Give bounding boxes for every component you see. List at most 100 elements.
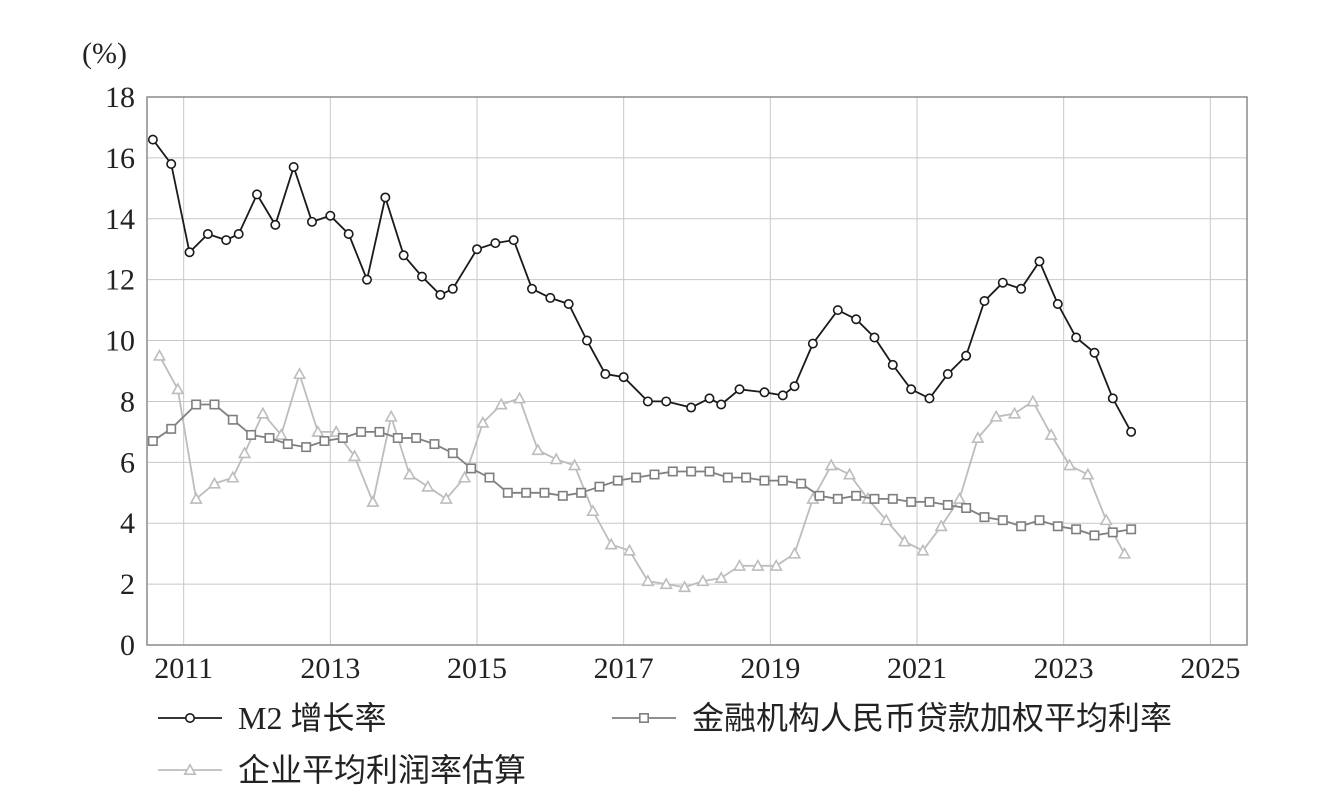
data-point: [282, 439, 293, 450]
data-point: [347, 449, 362, 462]
x-tick-label: 2025: [1180, 652, 1240, 685]
legend-label: M2 增长率: [238, 700, 386, 736]
y-tick-label: 14: [105, 203, 135, 236]
y-axis-unit-label: (%): [82, 37, 127, 70]
data-point: [897, 534, 912, 547]
legend-marker: [183, 763, 197, 776]
data-point: [1016, 283, 1027, 294]
data-point: [1081, 467, 1095, 480]
data-point: [521, 487, 532, 498]
y-tick-label: 10: [105, 325, 135, 358]
data-point: [732, 558, 747, 571]
legend-label: 金融机构人民币贷款加权平均利率: [692, 700, 1172, 736]
legend-marker: [185, 712, 196, 723]
data-point: [777, 390, 788, 401]
data-point: [356, 426, 367, 437]
data-point: [171, 382, 185, 395]
data-point: [1052, 299, 1063, 310]
data-point: [447, 448, 458, 459]
data-point: [716, 399, 727, 410]
data-point: [361, 274, 372, 285]
data-point: [447, 283, 458, 294]
y-tick-label: 8: [120, 385, 135, 418]
data-point: [979, 295, 990, 306]
data-point: [807, 338, 818, 349]
data-point: [759, 387, 770, 398]
data-point: [380, 192, 391, 203]
data-point: [1099, 513, 1113, 526]
x-tick-label: 2015: [447, 652, 507, 685]
data-point: [494, 397, 508, 410]
data-point: [824, 458, 838, 471]
data-point: [934, 519, 948, 532]
y-tick-label: 16: [105, 142, 135, 175]
data-point: [1007, 406, 1022, 419]
data-point: [787, 546, 802, 559]
data-point: [667, 466, 678, 477]
data-point: [1107, 393, 1118, 404]
legend-label: 企业平均利润率估算: [238, 752, 526, 788]
series-square: [147, 399, 1137, 541]
data-point: [207, 476, 222, 489]
data-point: [384, 409, 398, 422]
y-tick-label: 6: [120, 446, 135, 479]
data-point: [457, 470, 472, 483]
data-point: [246, 429, 257, 440]
data-point: [618, 372, 629, 383]
data-point: [202, 229, 213, 240]
data-point: [484, 472, 495, 483]
data-point: [531, 443, 545, 456]
data-point: [961, 502, 972, 513]
data-point: [887, 493, 898, 504]
data-point: [1126, 524, 1137, 535]
data-point: [686, 466, 697, 477]
data-point: [1117, 546, 1132, 559]
data-point: [677, 580, 692, 593]
data-point: [642, 396, 653, 407]
data-point: [227, 414, 238, 425]
data-point: [789, 381, 800, 392]
legend-item: 金融机构人民币贷款加权平均利率: [612, 700, 1172, 736]
data-point: [343, 229, 354, 240]
data-point: [226, 470, 240, 483]
data-point: [704, 393, 715, 404]
x-tick-label: 2021: [887, 652, 947, 685]
data-point: [311, 425, 325, 437]
data-point: [869, 493, 880, 504]
data-point: [209, 399, 220, 410]
data-point: [166, 158, 177, 169]
data-point: [563, 299, 574, 310]
series-triangle: [152, 348, 1132, 593]
data-point: [952, 492, 967, 504]
data-point: [402, 467, 417, 480]
data-point: [661, 396, 672, 407]
data-point: [366, 495, 380, 507]
data-point: [439, 492, 453, 504]
data-point: [696, 574, 710, 587]
series-line: [158, 355, 1126, 589]
y-tick-label: 2: [120, 568, 135, 601]
y-tick-label: 12: [105, 264, 135, 297]
legend-item: M2 增长率: [158, 700, 386, 736]
data-point: [421, 479, 435, 492]
y-tick-label: 0: [120, 629, 135, 662]
series-circle: [147, 134, 1137, 437]
data-point: [502, 487, 513, 498]
data-point: [1107, 527, 1118, 538]
data-point: [586, 504, 600, 517]
data-point: [325, 210, 336, 221]
data-point: [398, 250, 409, 261]
legend-marker: [638, 712, 649, 723]
data-point: [471, 244, 482, 255]
data-point: [256, 406, 270, 419]
data-point: [942, 499, 953, 510]
y-tick-label: 4: [120, 507, 135, 540]
data-point: [741, 472, 752, 483]
y-axis-ticks: 0 2 4 6 8 10 12 14 16 18: [105, 81, 135, 662]
data-point: [1062, 458, 1077, 471]
data-point: [567, 458, 582, 471]
x-tick-label: 2019: [740, 652, 800, 685]
data-point: [576, 487, 587, 498]
data-point: [659, 577, 673, 590]
